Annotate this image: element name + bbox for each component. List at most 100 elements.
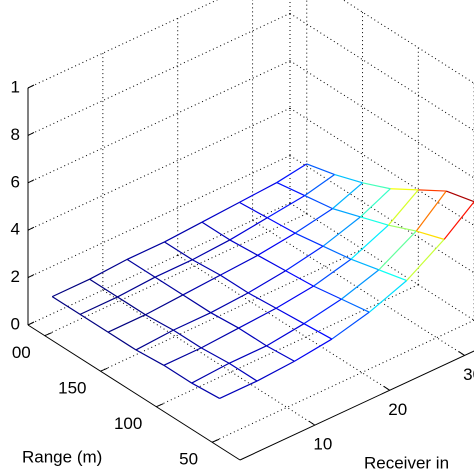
z-tick-label: 1 bbox=[11, 77, 20, 96]
mesh-edge bbox=[154, 276, 184, 296]
mesh-edge bbox=[210, 312, 239, 329]
x-axis-label: Range (m) bbox=[22, 447, 102, 466]
mesh-edge bbox=[228, 345, 267, 364]
mesh-edge bbox=[275, 307, 305, 325]
y-axis-label: Receiver in bbox=[364, 453, 449, 472]
z-tick bbox=[27, 131, 35, 136]
mesh-edge bbox=[219, 380, 258, 400]
mesh-edge bbox=[191, 382, 220, 399]
mesh-edge bbox=[341, 298, 370, 313]
mesh-edge bbox=[378, 230, 417, 271]
mesh-edge bbox=[107, 331, 137, 351]
grid-line bbox=[27, 0, 219, 89]
y-tick bbox=[458, 351, 465, 356]
mesh-edge bbox=[257, 232, 296, 256]
mesh-edge bbox=[350, 258, 380, 271]
mesh-edge bbox=[445, 190, 474, 203]
x-tick bbox=[156, 403, 164, 408]
mesh-edge bbox=[228, 362, 258, 382]
grid-line bbox=[44, 213, 307, 337]
y-tick bbox=[383, 385, 390, 391]
mesh-edge bbox=[51, 296, 81, 315]
mesh-edge bbox=[341, 269, 380, 300]
mesh-edge bbox=[163, 364, 193, 384]
mesh-edge bbox=[247, 292, 277, 309]
mesh-edge bbox=[182, 274, 221, 296]
mesh-edge bbox=[304, 195, 333, 210]
mesh-edge bbox=[387, 189, 419, 226]
mesh-edge bbox=[145, 314, 174, 331]
z-tick bbox=[27, 226, 35, 231]
mesh-edge bbox=[163, 347, 202, 366]
mesh-edge bbox=[276, 182, 305, 197]
mesh-edge bbox=[285, 245, 324, 272]
mesh-edge bbox=[416, 230, 445, 240]
z-tick-label: 0 bbox=[11, 314, 20, 333]
x-tick bbox=[44, 332, 52, 337]
mesh-edge bbox=[322, 216, 361, 247]
mesh-edge bbox=[332, 208, 361, 218]
mesh-edge bbox=[256, 360, 295, 382]
mesh-edge bbox=[443, 201, 474, 240]
grid-line bbox=[342, 0, 474, 84]
mesh-edge bbox=[362, 182, 391, 190]
mesh-edge bbox=[201, 221, 231, 241]
mesh-edge bbox=[79, 313, 109, 333]
mesh-edge bbox=[126, 258, 156, 278]
mesh-edge bbox=[266, 217, 296, 234]
mesh-edge bbox=[276, 163, 308, 184]
mesh-edge bbox=[107, 314, 146, 333]
mesh-edge bbox=[201, 201, 240, 223]
mesh-edge bbox=[239, 182, 278, 203]
mesh-edge bbox=[210, 292, 249, 314]
mesh-edge bbox=[322, 245, 352, 260]
x-tick-label: 150 bbox=[58, 379, 86, 398]
mesh-edge bbox=[117, 296, 146, 316]
y-tick-label: 10 bbox=[313, 435, 332, 454]
grid-line bbox=[102, 289, 316, 426]
mesh-edge bbox=[378, 269, 407, 282]
grid-line bbox=[27, 155, 291, 279]
z-tick bbox=[27, 321, 35, 326]
mesh-edge bbox=[303, 323, 333, 340]
mesh-edge bbox=[247, 270, 286, 294]
mesh-edge bbox=[192, 239, 231, 261]
mesh-edge bbox=[294, 338, 333, 362]
mesh-edge bbox=[200, 327, 239, 349]
mesh-edge bbox=[192, 259, 221, 276]
mesh-edge bbox=[306, 163, 335, 176]
mesh-edge bbox=[164, 221, 203, 243]
mesh-edge bbox=[266, 323, 305, 347]
mesh-edge bbox=[164, 241, 193, 261]
z-tick bbox=[27, 274, 35, 279]
grid-line bbox=[27, 202, 291, 326]
y-axis bbox=[239, 350, 474, 461]
mesh-edge bbox=[173, 312, 212, 331]
mesh-edge bbox=[257, 254, 286, 272]
x-tick-label: 50 bbox=[179, 450, 198, 469]
grid-line bbox=[289, 12, 474, 132]
mesh-edge bbox=[266, 195, 305, 219]
mesh-edge bbox=[126, 241, 165, 260]
z-tick-label: 6 bbox=[11, 172, 20, 191]
mesh-edge bbox=[191, 362, 230, 384]
x-tick-label: 00 bbox=[12, 343, 31, 362]
grid-line bbox=[27, 60, 291, 184]
grid-line bbox=[156, 284, 419, 408]
mesh-edge bbox=[79, 296, 118, 315]
grid-line bbox=[100, 248, 363, 372]
mesh-edge bbox=[135, 349, 165, 366]
x-tick-label: 100 bbox=[114, 414, 142, 433]
z-tick-label: 2 bbox=[11, 267, 20, 286]
mesh-edge bbox=[332, 182, 363, 210]
z-tick-label: 8 bbox=[11, 125, 20, 144]
mesh-edge bbox=[145, 294, 184, 316]
mesh-edge bbox=[388, 224, 417, 232]
x-tick bbox=[100, 367, 108, 372]
mesh-edge bbox=[360, 216, 389, 226]
mesh-edge bbox=[313, 258, 352, 287]
x-tick bbox=[211, 438, 220, 443]
mesh-edge bbox=[390, 188, 419, 191]
mesh-edge bbox=[219, 274, 249, 294]
